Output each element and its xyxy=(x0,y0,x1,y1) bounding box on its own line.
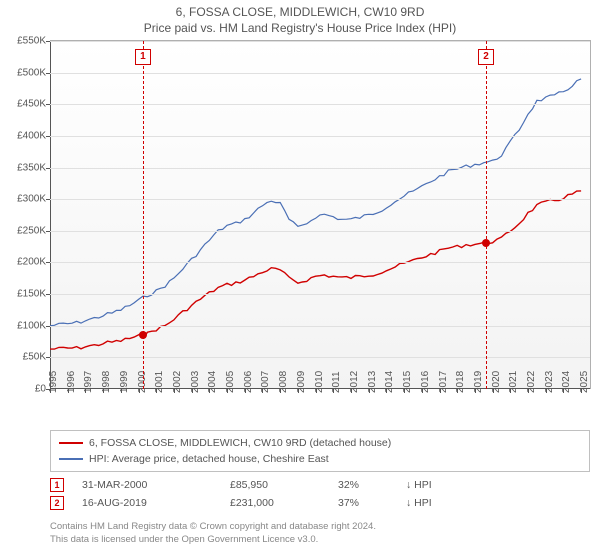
sales-price: £231,000 xyxy=(230,497,330,509)
ytick-label: £100K xyxy=(17,320,50,331)
xtick-label: 2020 xyxy=(489,371,502,393)
xtick-label: 2017 xyxy=(436,371,449,393)
sales-marker-2: 2 xyxy=(50,496,64,510)
legend-swatch-property xyxy=(59,442,83,444)
gridline xyxy=(50,199,590,200)
ytick-label: £200K xyxy=(17,257,50,268)
xtick-label: 1998 xyxy=(99,371,112,393)
sales-date: 16-AUG-2019 xyxy=(82,497,222,509)
legend: 6, FOSSA CLOSE, MIDDLEWICH, CW10 9RD (de… xyxy=(50,430,590,472)
gridline xyxy=(50,104,590,105)
xtick-label: 2006 xyxy=(241,371,254,393)
sales-date: 31-MAR-2000 xyxy=(82,479,222,491)
gridline xyxy=(50,136,590,137)
ytick-label: £400K xyxy=(17,130,50,141)
chart-container: 6, FOSSA CLOSE, MIDDLEWICH, CW10 9RD Pri… xyxy=(0,0,600,560)
xtick-label: 2014 xyxy=(382,371,395,393)
xtick-label: 2018 xyxy=(453,371,466,393)
xtick-label: 2019 xyxy=(471,371,484,393)
xtick-label: 2000 xyxy=(135,371,148,393)
legend-swatch-hpi xyxy=(59,458,83,460)
sales-row-1: 1 31-MAR-2000 £85,950 32% ↓ HPI xyxy=(50,476,590,494)
xtick-label: 2011 xyxy=(329,371,342,393)
legend-row-property: 6, FOSSA CLOSE, MIDDLEWICH, CW10 9RD (de… xyxy=(59,435,581,451)
footer-line-2: This data is licensed under the Open Gov… xyxy=(50,533,590,546)
sales-price: £85,950 xyxy=(230,479,330,491)
gridline xyxy=(50,41,590,42)
xtick-label: 2012 xyxy=(347,371,360,393)
xtick-label: 2024 xyxy=(559,371,572,393)
xtick-label: 2005 xyxy=(223,371,236,393)
title-block: 6, FOSSA CLOSE, MIDDLEWICH, CW10 9RD Pri… xyxy=(0,0,600,36)
xtick-label: 2025 xyxy=(577,371,590,393)
sales-row-2: 2 16-AUG-2019 £231,000 37% ↓ HPI xyxy=(50,494,590,512)
xtick-label: 1996 xyxy=(64,371,77,393)
xtick-label: 2015 xyxy=(400,371,413,393)
xtick-label: 1995 xyxy=(46,371,59,393)
gridline xyxy=(50,231,590,232)
ytick-label: £550K xyxy=(17,36,50,47)
footer-line-1: Contains HM Land Registry data © Crown c… xyxy=(50,520,590,533)
xtick-label: 1999 xyxy=(117,371,130,393)
gridline xyxy=(50,294,590,295)
xtick-label: 2023 xyxy=(542,371,555,393)
sales-pct: 32% xyxy=(338,479,398,491)
gridline xyxy=(50,357,590,358)
xtick-label: 2007 xyxy=(258,371,271,393)
xtick-label: 2002 xyxy=(170,371,183,393)
ytick-label: £450K xyxy=(17,99,50,110)
title-subtitle: Price paid vs. HM Land Registry's House … xyxy=(0,20,600,36)
series-svg xyxy=(50,41,590,389)
legend-label-property: 6, FOSSA CLOSE, MIDDLEWICH, CW10 9RD (de… xyxy=(89,435,391,451)
ytick-label: £150K xyxy=(17,289,50,300)
marker-line-2 xyxy=(486,41,487,389)
footer: Contains HM Land Registry data © Crown c… xyxy=(50,520,590,546)
legend-label-hpi: HPI: Average price, detached house, Ches… xyxy=(89,451,329,467)
xtick-label: 2004 xyxy=(205,371,218,393)
chart-area: £0£50K£100K£150K£200K£250K£300K£350K£400… xyxy=(50,40,591,389)
sale-point-1 xyxy=(139,331,147,339)
gridline xyxy=(50,326,590,327)
gridline xyxy=(50,262,590,263)
title-address: 6, FOSSA CLOSE, MIDDLEWICH, CW10 9RD xyxy=(0,4,600,20)
xtick-label: 2010 xyxy=(312,371,325,393)
ytick-label: £250K xyxy=(17,225,50,236)
gridline xyxy=(50,168,590,169)
sales-arrow: ↓ HPI xyxy=(406,497,446,509)
xtick-label: 2009 xyxy=(294,371,307,393)
sales-pct: 37% xyxy=(338,497,398,509)
xtick-label: 2003 xyxy=(188,371,201,393)
gridline xyxy=(50,73,590,74)
xtick-label: 2008 xyxy=(276,371,289,393)
ytick-label: £300K xyxy=(17,194,50,205)
series-hpi xyxy=(50,79,581,326)
sales-arrow: ↓ HPI xyxy=(406,479,446,491)
xtick-label: 2016 xyxy=(418,371,431,393)
legend-row-hpi: HPI: Average price, detached house, Ches… xyxy=(59,451,581,467)
sales-marker-1: 1 xyxy=(50,478,64,492)
marker-box-1: 1 xyxy=(135,49,151,65)
ytick-label: £50K xyxy=(23,352,50,363)
sale-point-2 xyxy=(482,239,490,247)
sales-table: 1 31-MAR-2000 £85,950 32% ↓ HPI 2 16-AUG-2019 £… xyxy=(50,476,590,512)
marker-box-2: 2 xyxy=(478,49,494,65)
ytick-label: £350K xyxy=(17,162,50,173)
xtick-label: 2021 xyxy=(506,371,519,393)
xtick-label: 1997 xyxy=(81,371,94,393)
xtick-label: 2022 xyxy=(524,371,537,393)
xtick-label: 2001 xyxy=(152,371,165,393)
xtick-label: 2013 xyxy=(365,371,378,393)
ytick-label: £500K xyxy=(17,67,50,78)
